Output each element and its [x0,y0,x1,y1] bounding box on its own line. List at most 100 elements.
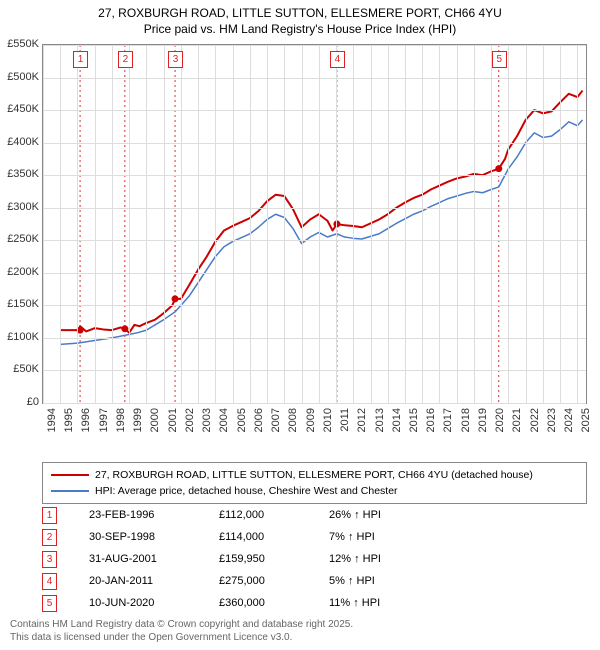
x-tick-label: 2011 [339,408,351,432]
x-tick-label: 2003 [201,408,213,432]
x-tick-label: 2020 [494,408,506,432]
gridline-v [146,45,147,403]
gridline-h [43,143,586,144]
gridline-v [284,45,285,403]
sale-row-marker: 1 [42,507,57,524]
gridline-v [457,45,458,403]
chart-area: 12345 £0£50K£100K£150K£200K£250K£300K£35… [42,44,587,432]
y-tick-label: £0 [27,396,39,408]
gridline-v [491,45,492,403]
legend-label: 27, ROXBURGH ROAD, LITTLE SUTTON, ELLESM… [95,469,533,481]
gridline-v [164,45,165,403]
gridline-v [215,45,216,403]
sale-date: 30-SEP-1998 [89,531,219,543]
gridline-v [77,45,78,403]
y-tick-label: £350K [7,168,39,180]
gridline-h [43,240,586,241]
sale-marker-box: 3 [168,51,183,68]
legend-item: HPI: Average price, detached house, Ches… [51,483,578,499]
y-tick-label: £500K [7,71,39,83]
gridline-v [353,45,354,403]
sale-row-marker: 3 [42,551,57,568]
sale-pct: 7% ↑ HPI [329,531,439,543]
sale-row: 3 31-AUG-2001£159,95012% ↑ HPI [42,548,439,570]
page: 27, ROXBURGH ROAD, LITTLE SUTTON, ELLESM… [0,0,600,650]
title-line-2: Price paid vs. HM Land Registry's House … [0,22,600,38]
sale-price: £114,000 [219,531,329,543]
x-tick-label: 2017 [442,408,454,432]
chart-title: 27, ROXBURGH ROAD, LITTLE SUTTON, ELLESM… [0,0,600,37]
x-tick-label: 1998 [115,408,127,432]
gridline-v [560,45,561,403]
y-tick-label: £400K [7,136,39,148]
sale-pct: 12% ↑ HPI [329,553,439,565]
plot-region: 12345 [42,44,587,404]
sale-row: 420-JAN-2011£275,0005% ↑ HPI [42,570,439,592]
sale-row-marker: 5 [42,595,57,612]
gridline-v [233,45,234,403]
series-price_paid [60,91,582,333]
gridline-v [60,45,61,403]
x-tick-label: 2009 [305,408,317,432]
gridline-h [43,338,586,339]
sale-row: 2 30-SEP-1998£114,0007% ↑ HPI [42,526,439,548]
gridline-h [43,45,586,46]
sale-pct: 26% ↑ HPI [329,509,439,521]
gridline-v [319,45,320,403]
sale-dot [121,325,128,332]
sale-marker-box: 4 [330,51,345,68]
legend-swatch [51,490,89,492]
gridline-v [474,45,475,403]
sale-marker-box: 1 [73,51,88,68]
x-tick-label: 2004 [218,408,230,432]
x-tick-label: 2015 [408,408,420,432]
sale-price: £360,000 [219,597,329,609]
legend-label: HPI: Average price, detached house, Ches… [95,485,398,497]
x-tick-label: 2023 [546,408,558,432]
x-tick-label: 2019 [477,408,489,432]
x-tick-label: 1995 [63,408,75,432]
x-tick-label: 2008 [287,408,299,432]
gridline-v [405,45,406,403]
sale-date: 31-AUG-2001 [89,553,219,565]
gridline-v [95,45,96,403]
gridline-v [267,45,268,403]
x-tick-label: 2018 [460,408,472,432]
legend-item: 27, ROXBURGH ROAD, LITTLE SUTTON, ELLESM… [51,467,578,483]
title-line-1: 27, ROXBURGH ROAD, LITTLE SUTTON, ELLESM… [0,6,600,22]
gridline-h [43,305,586,306]
sale-row-marker: 2 [42,529,57,546]
gridline-v [439,45,440,403]
sale-row: 123-FEB-1996£112,00026% ↑ HPI [42,504,439,526]
sale-date: 23-FEB-1996 [89,509,219,521]
y-tick-label: £450K [7,103,39,115]
y-tick-label: £200K [7,266,39,278]
sale-row: 5 10-JUN-2020£360,00011% ↑ HPI [42,592,439,614]
gridline-v [181,45,182,403]
sale-marker-box: 5 [492,51,507,68]
x-tick-label: 1999 [132,408,144,432]
x-tick-label: 2002 [184,408,196,432]
chart-svg [43,45,586,403]
legend: 27, ROXBURGH ROAD, LITTLE SUTTON, ELLESM… [42,462,587,504]
sale-pct: 11% ↑ HPI [329,597,439,609]
y-tick-label: £250K [7,233,39,245]
gridline-h [43,78,586,79]
gridline-h [43,208,586,209]
x-tick-label: 2014 [391,408,403,432]
sale-price: £159,950 [219,553,329,565]
x-tick-label: 2013 [374,408,386,432]
sale-date: 10-JUN-2020 [89,597,219,609]
x-tick-label: 2025 [580,408,592,432]
y-tick-label: £150K [7,298,39,310]
legend-swatch [51,474,89,476]
sale-row-marker: 4 [42,573,57,590]
gridline-v [250,45,251,403]
gridline-v [526,45,527,403]
gridline-v [577,45,578,403]
y-tick-label: £50K [13,363,39,375]
x-tick-label: 1997 [98,408,110,432]
gridline-v [302,45,303,403]
x-tick-label: 2022 [529,408,541,432]
gridline-h [43,370,586,371]
